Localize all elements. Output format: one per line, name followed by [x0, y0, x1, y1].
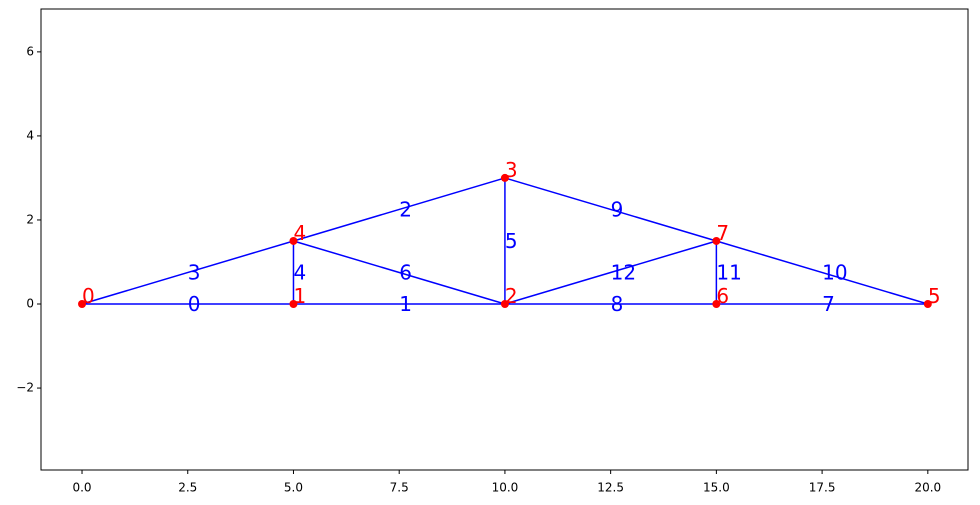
member-label: 10: [822, 260, 847, 284]
member-label: 8: [611, 292, 624, 316]
node: [500, 300, 509, 309]
node: [923, 300, 932, 309]
member-label: 5: [505, 229, 518, 253]
x-tick-label: 20.0: [914, 481, 941, 495]
x-tick-label: 15.0: [703, 481, 730, 495]
node: [500, 173, 509, 182]
member-label: 2: [399, 197, 412, 221]
node-label: 3: [505, 158, 518, 182]
member-label: 1: [399, 292, 412, 316]
node-label: 5: [928, 284, 941, 308]
node-label: 6: [716, 284, 729, 308]
x-tick-label: 2.5: [178, 481, 197, 495]
node: [712, 236, 721, 245]
node: [289, 300, 298, 309]
y-tick-label: 2: [26, 212, 34, 226]
member: [293, 240, 506, 305]
node-label: 1: [293, 284, 306, 308]
y-tick-label: 4: [26, 128, 34, 142]
member: [504, 240, 717, 305]
plot-frame: [40, 8, 969, 471]
y-tick-label: −2: [16, 381, 34, 395]
y-tick-label: 0: [26, 297, 34, 311]
member-label: 6: [399, 260, 412, 284]
member: [504, 177, 717, 242]
node: [712, 300, 721, 309]
member-label: 3: [188, 260, 201, 284]
member-label: 11: [716, 260, 741, 284]
node-label: 0: [82, 284, 95, 308]
node: [78, 300, 87, 309]
member: [716, 240, 929, 305]
node-label: 7: [716, 221, 729, 245]
member-label: 0: [188, 292, 201, 316]
member-label: 4: [293, 260, 306, 284]
x-tick-label: 7.5: [390, 481, 409, 495]
node-label: 2: [505, 284, 518, 308]
x-tick-label: 12.5: [597, 481, 624, 495]
member-label: 9: [611, 197, 624, 221]
x-tick-label: 10.0: [492, 481, 519, 495]
x-tick-label: 5.0: [284, 481, 303, 495]
y-tick-label: 6: [26, 44, 34, 58]
member-label: 12: [611, 260, 636, 284]
x-tick-label: 0.0: [72, 481, 91, 495]
x-tick-label: 17.5: [809, 481, 836, 495]
member: [81, 240, 294, 305]
node-label: 4: [293, 221, 306, 245]
node: [289, 236, 298, 245]
member: [293, 177, 506, 242]
member-label: 7: [822, 292, 835, 316]
